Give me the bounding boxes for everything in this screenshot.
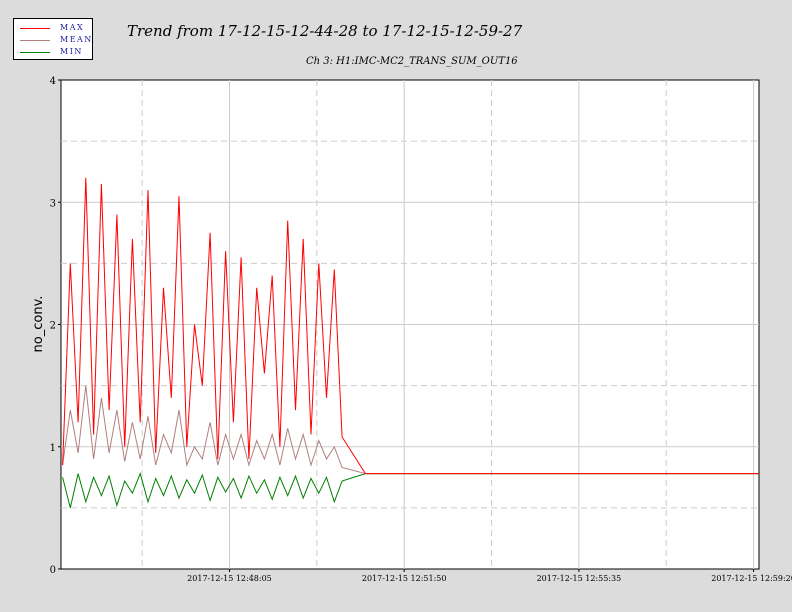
legend-label-max: MAX [60,23,85,32]
y-tick-label: 4 [50,76,56,87]
y-tick-label: 2 [50,321,56,332]
series-line-mean [62,385,759,475]
x-tick-label: 2017-12-15 12:55:35 [537,574,622,583]
x-tick-label: 2017-12-15 12:48:05 [187,574,272,583]
x-tick-label: 2017-12-15 12:59:20 [711,574,792,583]
legend-swatch-mean [20,40,50,41]
series-line-min [62,472,759,509]
y-axis-label: no_conv. [31,296,46,353]
chart-subtitle: Ch 3: H1:IMC-MC2_TRANS_SUM_OUT16 [306,56,518,67]
legend-item-max: MAX [18,22,92,34]
series-lines [62,177,759,509]
legend-item-mean: MEAN [18,34,92,46]
legend-swatch-min [20,52,50,53]
chart-title: Trend from 17-12-15-12-44-28 to 17-12-15… [127,22,523,40]
y-tick-label: 1 [50,443,56,454]
x-tick-label: 2017-12-15 12:51:50 [362,574,447,583]
y-tick-label: 3 [50,198,56,209]
legend-label-mean: MEAN [60,35,93,44]
legend-swatch-max [20,28,50,29]
legend-item-min: MIN [18,46,92,58]
legend-label-min: MIN [60,47,83,56]
axis-ticks: 0 1 2 3 4 2017-12-15 12:48:05 2017-12-15 12:51… [50,76,792,583]
y-tick-label: 0 [50,565,56,576]
chart-legend: MAX MEAN MIN [13,18,93,60]
series-line-max [62,177,759,475]
grid-lines [61,80,759,569]
